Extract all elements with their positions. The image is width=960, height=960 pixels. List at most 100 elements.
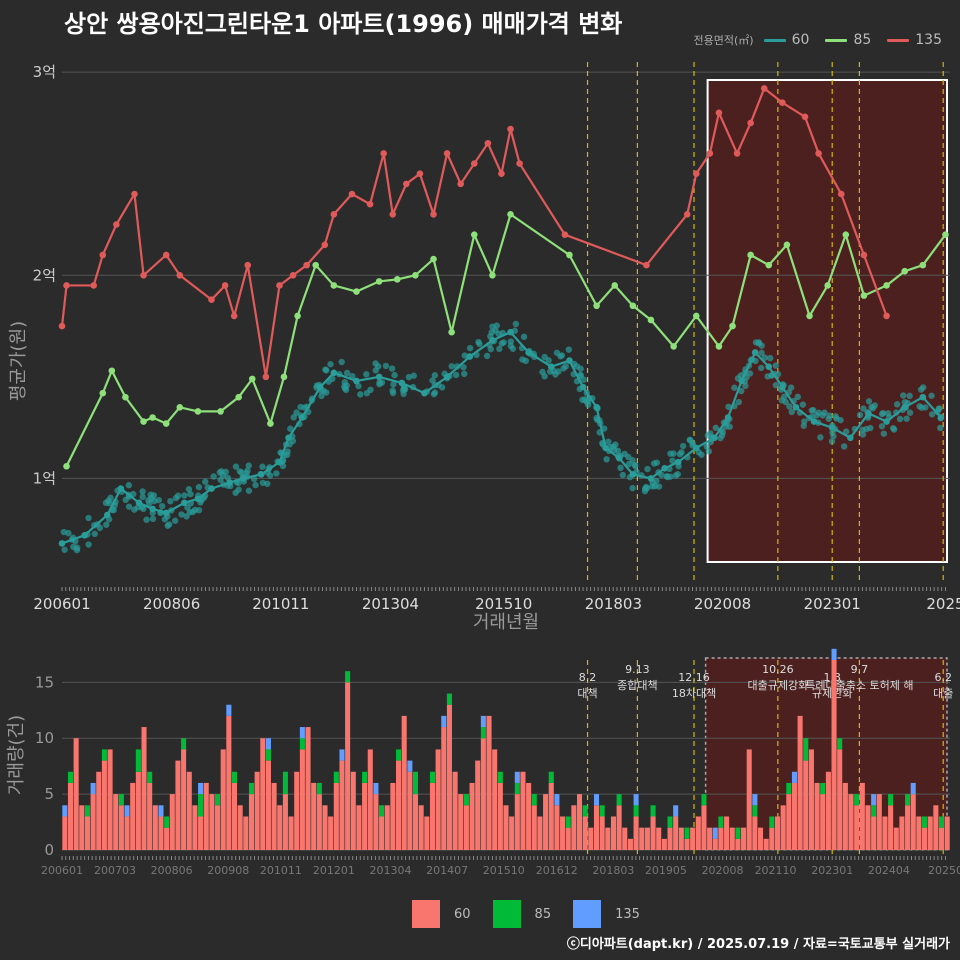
scatter-point-60 bbox=[91, 530, 98, 538]
scatter-point-60 bbox=[61, 546, 68, 553]
volume-bar-60 bbox=[656, 827, 662, 850]
volume-xtick-label: 202404 bbox=[868, 864, 910, 877]
volume-bar-85 bbox=[735, 827, 741, 839]
volume-bar-85 bbox=[905, 794, 911, 806]
series-point-85 bbox=[692, 312, 700, 320]
series-point-60 bbox=[276, 458, 283, 466]
scatter-point-60 bbox=[388, 365, 396, 372]
series-point-60 bbox=[353, 377, 360, 385]
volume-bar-85 bbox=[181, 738, 187, 750]
legend-bottom-label-135: 135 bbox=[615, 906, 640, 922]
scatter-point-60 bbox=[786, 403, 793, 410]
series-point-135 bbox=[801, 113, 809, 121]
series-point-135 bbox=[403, 180, 410, 188]
volume-bar-60 bbox=[707, 827, 713, 850]
series-point-85 bbox=[715, 343, 723, 350]
scatter-point-60 bbox=[731, 384, 738, 391]
volume-bar-60 bbox=[554, 805, 560, 850]
volume-bar-60 bbox=[152, 805, 158, 850]
scatter-point-60 bbox=[890, 426, 898, 433]
volume-bar-60 bbox=[644, 827, 650, 850]
series-point-85 bbox=[507, 211, 514, 218]
series-point-135 bbox=[498, 170, 505, 178]
volume-xtick-label: 200806 bbox=[151, 864, 193, 877]
scatter-point-60 bbox=[752, 339, 760, 346]
volume-bar-135 bbox=[158, 805, 164, 817]
scatter-point-60 bbox=[245, 487, 253, 494]
volume-bar-60 bbox=[803, 760, 809, 850]
volume-ytick-label: 15 bbox=[35, 673, 54, 691]
volume-bar-85 bbox=[803, 738, 809, 761]
volume-xtick-label: 201905 bbox=[645, 864, 687, 877]
scatter-point-60 bbox=[164, 522, 171, 529]
volume-bar-60 bbox=[695, 816, 701, 850]
volume-bar-85 bbox=[396, 749, 402, 761]
volume-bar-60 bbox=[384, 805, 390, 850]
volume-bar-60 bbox=[458, 794, 464, 850]
volume-bar-60 bbox=[593, 805, 600, 850]
series-point-135 bbox=[443, 150, 451, 157]
scatter-point-60 bbox=[378, 379, 386, 386]
volume-bar-135 bbox=[90, 782, 96, 795]
volume-bar-60 bbox=[237, 805, 243, 850]
volume-bar-60 bbox=[181, 749, 187, 850]
scatter-point-60 bbox=[149, 515, 157, 523]
scatter-point-60 bbox=[466, 344, 474, 352]
series-point-85 bbox=[149, 414, 156, 421]
volume-bar-135 bbox=[673, 805, 679, 817]
volume-bar-135 bbox=[752, 794, 758, 806]
scatter-point-60 bbox=[653, 477, 660, 485]
scatter-point-60 bbox=[655, 483, 663, 490]
volume-bar-85 bbox=[282, 771, 288, 795]
series-point-135 bbox=[692, 170, 700, 178]
series-point-85 bbox=[860, 292, 868, 299]
policy-date-label: 12.16 bbox=[678, 671, 710, 684]
legend-bottom-label-60: 60 bbox=[454, 906, 471, 922]
scatter-point-60 bbox=[658, 471, 665, 479]
scatter-point-60 bbox=[928, 411, 936, 418]
volume-bar-60 bbox=[718, 827, 724, 850]
scatter-point-60 bbox=[705, 448, 713, 455]
scatter-point-60 bbox=[565, 346, 573, 353]
series-point-85 bbox=[489, 271, 496, 279]
series-point-135 bbox=[815, 150, 822, 157]
volume-bar-60 bbox=[922, 827, 928, 850]
scatter-point-60 bbox=[788, 408, 795, 416]
volume-bar-85 bbox=[854, 794, 860, 806]
series-point-135 bbox=[262, 373, 270, 381]
volume-bar-85 bbox=[701, 794, 707, 806]
volume-bar-60 bbox=[520, 771, 526, 850]
series-point-85 bbox=[629, 302, 637, 310]
series-point-135 bbox=[208, 296, 215, 303]
series-point-135 bbox=[507, 125, 514, 133]
volume-bar-85 bbox=[616, 794, 622, 806]
scatter-point-60 bbox=[195, 506, 203, 514]
series-line-135 bbox=[60, 86, 888, 378]
volume-bar-60 bbox=[124, 816, 130, 850]
price-ytick-label: 2억 bbox=[33, 266, 56, 284]
legend-bottom-label-85: 85 bbox=[534, 906, 552, 922]
volume-bar-135 bbox=[299, 727, 305, 739]
scatter-point-60 bbox=[195, 483, 203, 491]
volume-bar-60 bbox=[463, 805, 469, 850]
scatter-point-60 bbox=[817, 434, 824, 441]
volume-bar-60 bbox=[390, 782, 396, 850]
volume-bar-60 bbox=[254, 771, 260, 850]
policy-text-label: 종합대책 bbox=[617, 679, 657, 692]
scatter-point-60 bbox=[202, 478, 209, 485]
volume-xtick-label: 201510 bbox=[483, 864, 525, 877]
series-point-60 bbox=[615, 454, 623, 462]
volume-bar-60 bbox=[831, 660, 837, 850]
volume-bar-60 bbox=[260, 738, 266, 850]
series-point-135 bbox=[330, 211, 338, 218]
series-point-135 bbox=[221, 282, 229, 289]
volume-bar-85 bbox=[718, 816, 724, 828]
volume-bar-60 bbox=[808, 749, 814, 850]
series-point-60 bbox=[738, 377, 745, 385]
volume-bar-60 bbox=[537, 816, 543, 850]
series-point-60 bbox=[792, 404, 800, 411]
volume-bar-135 bbox=[514, 771, 520, 783]
volume-bar-60 bbox=[356, 805, 362, 850]
legend-label-60: 60 bbox=[791, 32, 810, 48]
volume-bar-60 bbox=[938, 827, 945, 850]
